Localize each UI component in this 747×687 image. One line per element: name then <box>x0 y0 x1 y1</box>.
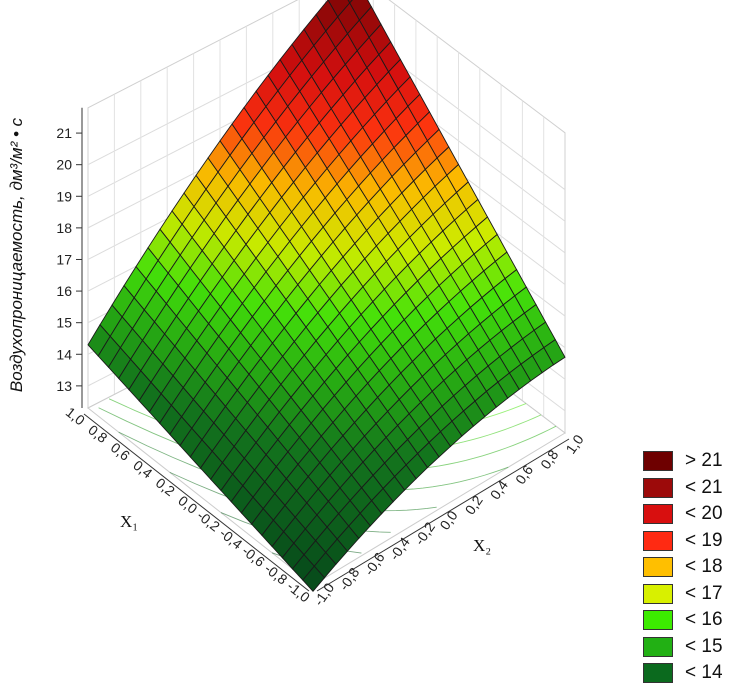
z-tick-label: 21 <box>56 125 72 141</box>
x2-tick-label: 0,8 <box>537 447 561 472</box>
legend-item: < 20 <box>643 501 723 528</box>
x2-tick-label: 0,0 <box>436 507 460 532</box>
z-axis-label: Воздухопроницаемость, дм³/м² • с <box>7 117 26 392</box>
legend-item: > 21 <box>643 448 723 475</box>
response-surface <box>87 0 566 592</box>
legend-label: < 15 <box>685 635 723 657</box>
legend-swatch <box>643 610 673 631</box>
legend-item: < 16 <box>643 607 723 634</box>
x2-tick-label: 1,0 <box>562 431 586 456</box>
legend-label: < 17 <box>685 582 723 604</box>
z-tick-label: 15 <box>56 315 72 331</box>
x2-tick-label: 0,2 <box>462 492 486 517</box>
legend-label: < 18 <box>685 556 723 578</box>
legend-label: > 21 <box>685 450 723 472</box>
legend-swatch <box>643 557 673 578</box>
x1-axis-line <box>83 413 310 592</box>
legend-swatch <box>643 477 673 498</box>
x1-tick-label: 0,8 <box>85 421 110 446</box>
x2-axis-line <box>316 438 570 592</box>
legend-item: < 17 <box>643 581 723 608</box>
z-tick-label: 14 <box>56 346 72 362</box>
z-tick-label: 13 <box>56 378 72 394</box>
legend: > 21 < 21 < 20 < 19 < 18 < 17 < 16 < 15 < 14 <box>643 448 723 687</box>
legend-item: < 15 <box>643 634 723 661</box>
legend-label: < 14 <box>685 662 723 684</box>
x1-tick-label: 1,0 <box>63 404 88 429</box>
legend-label: < 19 <box>685 529 723 551</box>
x1-tick-label: 0,2 <box>153 475 178 500</box>
z-tick-label: 16 <box>56 283 72 299</box>
x2-axis-label: X₂ <box>473 536 491 555</box>
legend-swatch <box>643 451 673 472</box>
x1-axis-label: X₁ <box>120 512 138 531</box>
legend-label: < 20 <box>685 503 723 525</box>
z-tick-label: 18 <box>56 220 72 236</box>
legend-swatch <box>643 583 673 604</box>
x2-tick-label: 0,4 <box>487 477 511 502</box>
legend-swatch <box>643 636 673 657</box>
legend-item: < 19 <box>643 528 723 555</box>
z-tick-label: 20 <box>56 157 72 173</box>
legend-label: < 21 <box>685 476 723 498</box>
legend-item: < 21 <box>643 475 723 502</box>
legend-item: < 14 <box>643 660 723 687</box>
legend-swatch <box>643 530 673 551</box>
x1-tick-label: 0,0 <box>175 492 200 517</box>
z-tick-label: 19 <box>56 188 72 204</box>
surface-cell <box>302 565 326 592</box>
legend-label: < 16 <box>685 609 723 631</box>
legend-swatch <box>643 663 673 684</box>
x1-tick-label: 0,4 <box>130 457 155 482</box>
x1-tick-label: 0,6 <box>108 439 133 464</box>
legend-item: < 18 <box>643 554 723 581</box>
legend-swatch <box>643 504 673 525</box>
x2-tick-label: 0,6 <box>512 462 536 487</box>
z-tick-label: 17 <box>56 251 72 267</box>
